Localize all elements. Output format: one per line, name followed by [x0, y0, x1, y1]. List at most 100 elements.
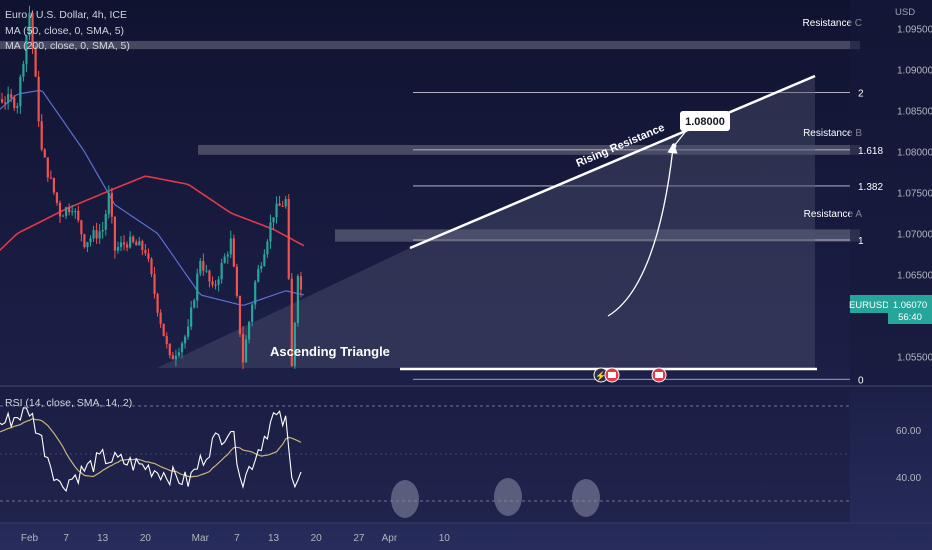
candle-body	[217, 279, 220, 285]
candle-body	[10, 94, 13, 98]
candle-body	[156, 293, 159, 313]
fibonacci-labels: 2 1.618 1.382 1 0	[858, 89, 883, 387]
candle-body	[7, 94, 10, 103]
candle-body	[61, 215, 65, 217]
candle-body	[193, 300, 196, 308]
candle-body	[171, 355, 174, 360]
price-tick-label: 1.08000	[897, 148, 932, 159]
candle-body	[34, 47, 37, 77]
candle-body	[101, 229, 104, 232]
time-tick-label: 27	[353, 533, 365, 544]
candle-body	[122, 242, 126, 245]
candle-body	[80, 220, 83, 235]
candle-body	[138, 241, 141, 246]
rising-resistance-line[interactable]	[409, 74, 816, 250]
rsi-low-marker-3	[572, 479, 600, 517]
time-tick-label: 7	[63, 533, 69, 544]
candle-body	[162, 323, 165, 337]
candle-body	[98, 231, 101, 239]
candle-body	[58, 202, 62, 217]
candle-body	[110, 192, 113, 217]
candle-body	[46, 157, 49, 178]
rsi-low-marker-2	[494, 478, 522, 516]
candle-body	[287, 198, 290, 279]
candle-body	[68, 207, 71, 212]
price-tick-label: 1.06500	[897, 270, 932, 281]
last-price-tag	[888, 295, 932, 324]
candle-body	[22, 63, 25, 77]
candle-body	[83, 234, 86, 248]
rsi-path	[0, 407, 302, 493]
candle-body	[177, 352, 181, 356]
rsi-tick-60: 60.00	[896, 426, 921, 437]
candle-body	[16, 106, 19, 108]
candle-body	[144, 249, 147, 254]
candle-body	[202, 260, 205, 271]
candle-body	[244, 339, 248, 363]
time-tick-label: Mar	[192, 533, 210, 544]
candle-body	[226, 254, 229, 257]
candle-body	[141, 241, 144, 250]
candle-body	[153, 274, 156, 294]
candle-body	[19, 76, 22, 107]
target-callout[interactable]	[680, 111, 730, 131]
candle-body	[113, 216, 116, 251]
us-flag-stripe-2	[655, 372, 663, 378]
candle-body	[92, 230, 95, 239]
candle-body	[43, 149, 46, 158]
candle-body	[183, 336, 187, 344]
price-tick-label: 1.09500	[897, 25, 932, 36]
target-point	[671, 143, 677, 149]
resistance-zone	[335, 229, 860, 242]
candle-body	[238, 295, 242, 335]
fib-level-label: 0	[858, 375, 864, 386]
candle-body	[159, 312, 162, 324]
candle-body	[275, 203, 278, 218]
candle-body	[74, 210, 77, 212]
time-tick-label: 7	[234, 533, 240, 544]
time-tick-label: 20	[311, 533, 323, 544]
resistance-zones	[0, 40, 860, 242]
candle-body	[263, 254, 266, 266]
time-tick-label: 13	[268, 533, 280, 544]
candle-body	[205, 270, 208, 272]
resistance-zone	[0, 40, 860, 50]
candle-body	[104, 214, 107, 230]
candle-body	[211, 281, 214, 285]
candle-body	[49, 177, 52, 179]
candle-body	[37, 76, 40, 122]
candle-body	[28, 12, 31, 36]
bar-countdown: 56:40	[898, 312, 922, 323]
candle-body	[235, 266, 238, 296]
candle-body	[290, 278, 293, 367]
candle-body	[0, 98, 4, 103]
candle-body	[214, 284, 217, 286]
time-axis[interactable]: 23Feb71320Mar7132027Apr10	[0, 533, 450, 544]
candle-body	[25, 35, 28, 64]
candle-body	[229, 238, 232, 255]
fib-level-label: 2	[858, 89, 864, 100]
ma200-line	[0, 175, 305, 252]
candle-body	[269, 222, 272, 242]
candle-body	[168, 343, 171, 356]
event-markers[interactable]: ⚡	[593, 367, 667, 383]
candle-body	[180, 343, 184, 353]
candle-body	[281, 205, 284, 207]
target-callout-pointer	[673, 130, 687, 147]
rsi-ma-path	[0, 418, 302, 478]
symbol-tag-text: EURUSD	[849, 300, 889, 311]
last-price-value: 1.06070	[893, 300, 927, 311]
ma50-path	[0, 89, 305, 306]
projection-arrow	[607, 142, 678, 317]
candle-body	[254, 281, 257, 305]
candle-body	[272, 217, 275, 223]
rsi-pane	[0, 387, 850, 522]
candle-body	[4, 102, 7, 104]
candle-body	[132, 236, 135, 243]
time-tick-label: 20	[140, 533, 152, 544]
time-tick-label: Apr	[382, 533, 398, 544]
price-tick-label: 1.05500	[897, 352, 932, 363]
ma200-path	[0, 175, 305, 252]
candle-body	[248, 322, 251, 340]
